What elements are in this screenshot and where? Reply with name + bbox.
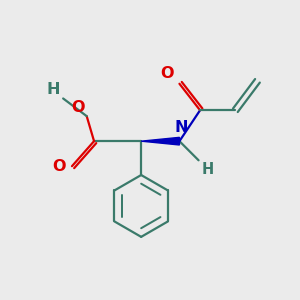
Text: O: O xyxy=(52,159,65,174)
Text: H: H xyxy=(202,162,214,177)
Text: O: O xyxy=(72,100,85,115)
Polygon shape xyxy=(141,137,179,145)
Text: N: N xyxy=(174,120,188,135)
Text: H: H xyxy=(47,82,60,97)
Text: O: O xyxy=(160,66,174,81)
